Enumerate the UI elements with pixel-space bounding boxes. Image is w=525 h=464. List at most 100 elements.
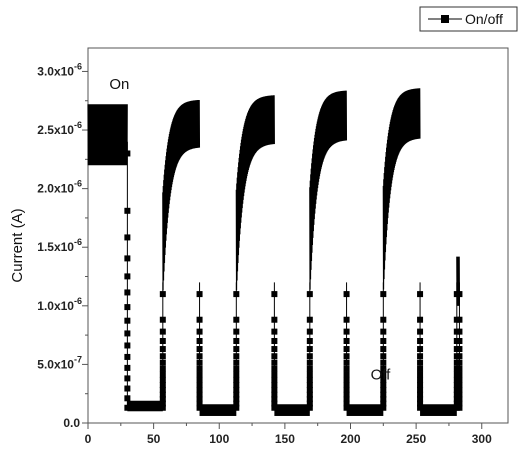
data-point-marker bbox=[233, 328, 240, 335]
data-point-marker bbox=[456, 291, 463, 298]
off-period bbox=[127, 400, 163, 412]
data-point-marker bbox=[233, 371, 240, 378]
x-tick-label: 200 bbox=[340, 432, 360, 446]
off-period bbox=[274, 404, 310, 416]
data-point-marker bbox=[124, 304, 131, 311]
data-point-marker bbox=[306, 391, 313, 398]
data-point-marker bbox=[271, 404, 278, 411]
y-axis-title: Current (A) bbox=[9, 208, 26, 282]
data-point-marker bbox=[196, 404, 203, 411]
data-point-marker bbox=[159, 359, 166, 366]
data-point-marker bbox=[343, 376, 350, 383]
data-point-marker bbox=[343, 291, 350, 298]
data-point-marker bbox=[159, 328, 166, 335]
legend: On/off bbox=[419, 6, 518, 32]
data-point-marker bbox=[159, 346, 166, 353]
on-period bbox=[162, 99, 201, 291]
y-axis-ticks: 0.0 5.0x10-7 1.0x10-6 1.5x10-6 2.0x10-6 2.5x1… bbox=[37, 61, 88, 430]
transition bbox=[380, 282, 387, 411]
on-period-band bbox=[162, 99, 201, 291]
data-point-marker bbox=[306, 328, 313, 335]
data-point-marker bbox=[271, 400, 278, 407]
data-point-marker bbox=[233, 365, 240, 372]
data-point-marker bbox=[380, 386, 387, 393]
annotation-on: On bbox=[109, 76, 129, 93]
data-point-marker bbox=[196, 328, 203, 335]
data-point-marker bbox=[380, 396, 387, 403]
data-point-marker bbox=[196, 386, 203, 393]
data-point-marker bbox=[124, 375, 131, 382]
x-tick-label: 150 bbox=[275, 432, 295, 446]
data-point-marker bbox=[417, 404, 424, 411]
data-point-marker bbox=[380, 359, 387, 366]
data-point-marker bbox=[343, 404, 350, 411]
data-point-marker bbox=[343, 382, 350, 389]
data-point-marker bbox=[306, 359, 313, 366]
data-point-marker bbox=[306, 291, 313, 298]
data-point-marker bbox=[417, 316, 424, 323]
off-period-band bbox=[199, 404, 237, 416]
data-point-marker bbox=[196, 359, 203, 366]
data-point-marker bbox=[343, 391, 350, 398]
data-point-marker bbox=[380, 382, 387, 389]
on-period-band bbox=[87, 104, 128, 166]
data-point-marker bbox=[233, 404, 240, 411]
data-point-marker bbox=[196, 382, 203, 389]
data-point-marker bbox=[456, 391, 463, 398]
data-point-marker bbox=[124, 385, 131, 392]
data-point-marker bbox=[124, 234, 131, 241]
data-point-marker bbox=[233, 382, 240, 389]
data-point-marker bbox=[306, 316, 313, 323]
y-tick-label: 2.0x10-6 bbox=[37, 179, 82, 196]
data-point-marker bbox=[380, 365, 387, 372]
data-point-marker bbox=[456, 404, 463, 411]
data-point-marker bbox=[271, 316, 278, 323]
data-point-marker bbox=[271, 382, 278, 389]
data-point-marker bbox=[124, 207, 131, 214]
data-point-marker bbox=[271, 346, 278, 353]
data-point-marker bbox=[159, 391, 166, 398]
off-period bbox=[346, 404, 384, 416]
data-point-marker bbox=[456, 316, 463, 323]
data-point-marker bbox=[159, 353, 166, 360]
data-point-marker bbox=[456, 371, 463, 378]
data-point-marker bbox=[159, 400, 166, 407]
data-point-marker bbox=[124, 273, 131, 280]
x-tick-label: 50 bbox=[147, 432, 161, 446]
data-point-marker bbox=[417, 400, 424, 407]
data-point-marker bbox=[456, 337, 463, 344]
data-point-marker bbox=[417, 328, 424, 335]
data-point-marker bbox=[343, 346, 350, 353]
data-point-marker bbox=[417, 371, 424, 378]
off-period bbox=[420, 404, 457, 416]
data-point-marker bbox=[380, 400, 387, 407]
transition bbox=[233, 282, 240, 411]
off-period-band bbox=[274, 404, 310, 416]
data-point-marker bbox=[343, 328, 350, 335]
data-point-marker bbox=[196, 337, 203, 344]
data-point-marker bbox=[343, 316, 350, 323]
data-point-marker bbox=[196, 291, 203, 298]
data-point-marker bbox=[456, 382, 463, 389]
data-point-marker bbox=[271, 371, 278, 378]
data-point-marker bbox=[456, 353, 463, 360]
on-period bbox=[309, 90, 348, 290]
data-point-marker bbox=[380, 371, 387, 378]
data-point-marker bbox=[306, 404, 313, 411]
legend-label: On/off bbox=[465, 11, 503, 27]
data-point-marker bbox=[233, 291, 240, 298]
data-point-marker bbox=[159, 365, 166, 372]
x-tick-label: 300 bbox=[472, 432, 492, 446]
data-point-marker bbox=[124, 364, 131, 371]
data-point-marker bbox=[124, 289, 131, 296]
data-point-marker bbox=[233, 391, 240, 398]
data-point-marker bbox=[343, 386, 350, 393]
data-point-marker bbox=[417, 391, 424, 398]
data-point-marker bbox=[233, 396, 240, 403]
series-on-off bbox=[87, 88, 463, 416]
data-point-marker bbox=[271, 291, 278, 298]
data-point-marker bbox=[124, 353, 131, 360]
data-point-marker bbox=[233, 359, 240, 366]
data-point-marker bbox=[124, 330, 131, 337]
data-point-marker bbox=[306, 400, 313, 407]
